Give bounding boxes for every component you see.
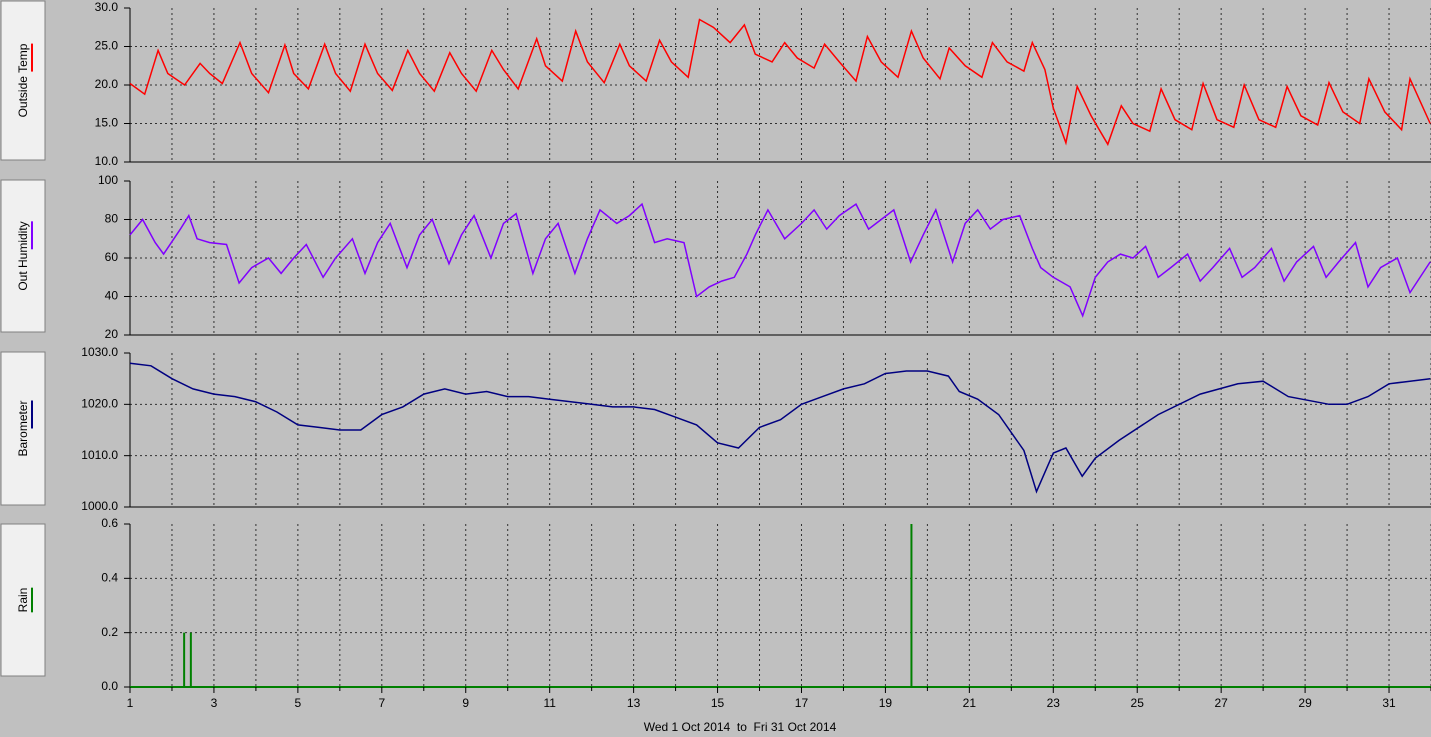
series-line	[129, 362, 1431, 494]
y-tick-label: 20.0	[95, 77, 119, 91]
y-tick-label: 30.0	[95, 0, 119, 14]
y-tick-label: 0.0	[101, 679, 118, 693]
x-tick-label: 31	[1382, 696, 1396, 710]
series-line	[129, 202, 1431, 318]
panel-button	[0, 0, 46, 161]
y-tick-label: 100	[98, 173, 118, 187]
y-axis-label: Barometer	[16, 400, 30, 456]
y-tick-label: 80	[105, 212, 119, 226]
x-tick-label: 21	[963, 696, 977, 710]
y-tick-label: 1000.0	[81, 499, 118, 513]
y-tick-label: 40	[105, 289, 119, 303]
y-tick-label: 10.0	[95, 154, 119, 168]
x-tick-label: 23	[1047, 696, 1061, 710]
x-tick-label: 19	[879, 696, 893, 710]
y-tick-label: 0.6	[101, 516, 118, 530]
y-axis-label: Outside Temp	[16, 43, 30, 117]
y-tick-label: 60	[105, 250, 119, 264]
x-tick-label: 13	[627, 696, 641, 710]
y-axis-label: Out Humidity	[16, 221, 30, 290]
y-tick-label: 15.0	[95, 116, 119, 130]
x-tick-label: 11	[543, 696, 556, 710]
x-tick-label: 5	[295, 696, 302, 710]
y-tick-label: 1010.0	[81, 448, 118, 462]
y-tick-label: 1020.0	[81, 397, 118, 411]
x-tick-label: 1	[127, 696, 134, 710]
panel-button	[0, 523, 46, 677]
x-tick-label: 25	[1131, 696, 1145, 710]
x-axis-label: Wed 1 Oct 2014 to Fri 31 Oct 2014	[644, 720, 837, 734]
x-tick-label: 9	[462, 696, 469, 710]
x-tick-label: 7	[378, 696, 385, 710]
series-line	[129, 18, 1431, 147]
y-tick-label: 0.4	[101, 571, 118, 585]
panel-button	[0, 179, 46, 333]
y-tick-label: 20	[105, 327, 119, 341]
y-tick-label: 0.2	[101, 625, 118, 639]
x-tick-label: 15	[711, 696, 725, 710]
x-tick-label: 3	[211, 696, 218, 710]
y-tick-label: 1030.0	[81, 345, 118, 359]
panel-button	[0, 351, 46, 506]
x-tick-label: 29	[1298, 696, 1312, 710]
y-tick-label: 25.0	[95, 39, 119, 53]
x-tick-label: 27	[1214, 696, 1228, 710]
y-axis-label: Rain	[16, 588, 30, 613]
x-tick-label: 17	[795, 696, 809, 710]
